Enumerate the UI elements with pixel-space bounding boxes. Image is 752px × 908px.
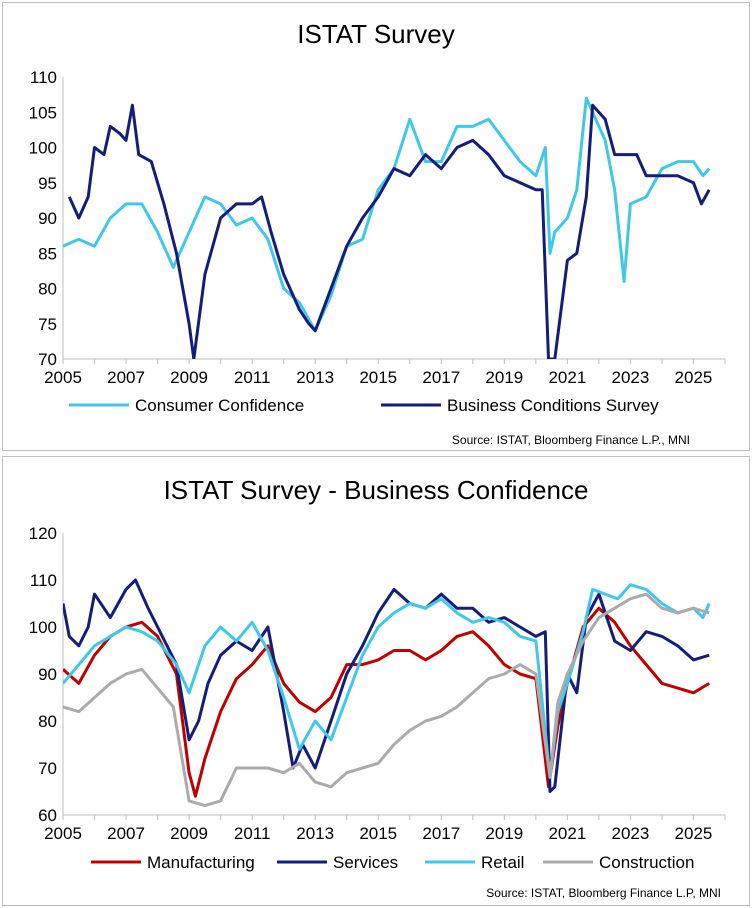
y-tick-label: 80	[38, 712, 57, 731]
x-tick-label: 2009	[170, 368, 208, 387]
legend-label: Manufacturing	[147, 853, 255, 872]
x-tick-label: 2019	[485, 824, 523, 843]
y-tick-label: 100	[29, 139, 57, 158]
y-tick-label: 75	[38, 315, 57, 334]
x-tick-label: 2015	[359, 368, 397, 387]
x-tick-label: 2009	[170, 824, 208, 843]
y-tick-label: 95	[38, 174, 57, 193]
y-tick-label: 70	[38, 350, 57, 369]
legend-label: Construction	[599, 853, 694, 872]
series-line-business-conditions-survey	[67, 103, 711, 359]
chart-svg-consumer-business: ISTAT Survey Source: ISTAT, Bloomberg Fi…	[29, 19, 726, 447]
series-line-construction	[63, 592, 710, 808]
x-tick-label: 2005	[44, 824, 82, 843]
y-tick-label: 60	[38, 806, 57, 825]
legend-label: Services	[333, 853, 398, 872]
x-tick-label: 2011	[234, 824, 271, 843]
series-line-manufacturing	[63, 606, 710, 798]
chart-source: Source: ISTAT, Bloomberg Finance L.P., M…	[452, 433, 690, 447]
legend-label: Consumer Confidence	[135, 396, 304, 415]
series-line-consumer-confidence	[63, 96, 711, 333]
chart-title: ISTAT Survey	[297, 19, 455, 49]
y-tick-label: 85	[38, 244, 57, 263]
series-line-services	[63, 578, 710, 793]
chart-svg-business-confidence: ISTAT Survey - Business Confidence Sourc…	[29, 475, 726, 900]
x-tick-label: 2011	[234, 368, 271, 387]
y-tick-label: 90	[38, 209, 57, 228]
x-tick-label: 2007	[107, 824, 145, 843]
x-tick-label: 2017	[422, 824, 460, 843]
x-tick-label: 2019	[485, 368, 523, 387]
y-tick-label: 100	[29, 618, 57, 637]
x-tick-label: 2023	[612, 368, 650, 387]
x-tick-label: 2017	[422, 368, 460, 387]
y-tick-label: 70	[38, 759, 57, 778]
x-tick-label: 2015	[359, 824, 397, 843]
chart-title: ISTAT Survey - Business Confidence	[164, 475, 589, 505]
chart-source: Source: ISTAT, Bloomberg Finance L.P, MN…	[486, 886, 721, 900]
y-tick-label: 80	[38, 280, 57, 299]
legend-label: Retail	[481, 853, 524, 872]
legend-label: Business Conditions Survey	[447, 396, 659, 415]
x-tick-label: 2013	[296, 368, 334, 387]
y-tick-label: 90	[38, 665, 57, 684]
x-tick-label: 2023	[612, 824, 650, 843]
y-tick-label: 120	[29, 524, 57, 543]
y-tick-label: 110	[30, 571, 57, 590]
y-tick-label: 105	[29, 103, 57, 122]
x-tick-label: 2025	[675, 368, 713, 387]
x-tick-label: 2007	[107, 368, 145, 387]
x-tick-label: 2025	[675, 824, 713, 843]
y-tick-label: 110	[30, 68, 57, 87]
chart-panel-bottom: ISTAT Survey - Business Confidence Sourc…	[2, 456, 750, 906]
x-tick-label: 2021	[548, 824, 586, 843]
x-tick-label: 2013	[296, 824, 334, 843]
x-tick-label: 2021	[548, 368, 586, 387]
chart-panel-top: ISTAT Survey Source: ISTAT, Bloomberg Fi…	[2, 2, 750, 451]
series-line-retail	[63, 583, 711, 779]
x-tick-label: 2005	[44, 368, 82, 387]
